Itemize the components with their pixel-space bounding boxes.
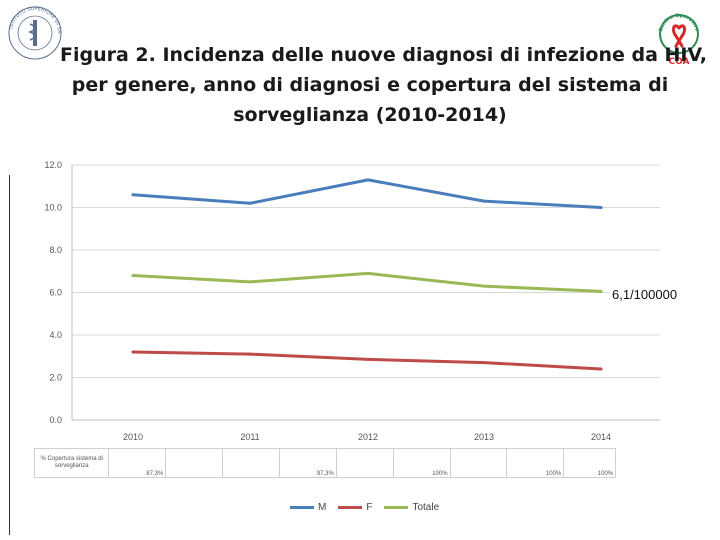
data-point-totale-2010 (131, 274, 135, 277)
data-point-totale-2013 (482, 284, 486, 288)
y-tick-label: 8.0 (49, 245, 62, 255)
legend-swatch (338, 505, 363, 509)
data-point-m-2010 (131, 193, 135, 197)
data-point-f-2010 (131, 350, 135, 354)
x-tick-label: 2010 (123, 432, 143, 442)
figure-title: Figura 2. Incidenza delle nuove diagnosi… (60, 40, 707, 130)
title-line-3: sorveglianza (2010-2014) (233, 104, 507, 126)
data-point-totale-2012 (366, 271, 370, 275)
data-point-f-2013 (482, 361, 486, 365)
y-tick-label: 10.0 (44, 203, 62, 213)
legend-label: M (318, 501, 327, 513)
coverage-2010: 87,3% (108, 448, 167, 478)
title-line-1: Figura 2. Incidenza delle nuove diagnosi… (60, 44, 707, 66)
title-line-2: per genere, anno di diagnosi e copertura… (71, 74, 669, 96)
coa-logo-text: COA (669, 57, 690, 67)
series-line-totale (131, 271, 603, 293)
left-border-line (9, 175, 10, 535)
coa-logo: Centro Operativo AIDS COA (654, 12, 700, 67)
y-tick-label: 4.0 (49, 330, 62, 340)
incidence-line-chart: 0.0 2.0 4.0 6.0 8.0 10.0 12.0 2010 2011 2012 2013 2… (44, 160, 660, 442)
coverage-2012: 100% (392, 448, 451, 478)
y-tick-label: 6.0 (49, 288, 62, 298)
x-tick-label: 2013 (474, 432, 494, 442)
coverage-label: % Copertura sistema di sorveglianza (33, 448, 110, 478)
data-point-totale-2014 (599, 289, 603, 293)
chart-legend: M F Totale (290, 500, 451, 514)
coverage-2013: 100% (506, 448, 565, 478)
y-tick-label: 0.0 (49, 415, 62, 425)
data-point-m-2014 (599, 206, 603, 209)
data-point-m-2012 (366, 178, 370, 182)
data-point-m-2013 (482, 199, 486, 203)
iss-logo: ISTITUTO SUPERIORE DI SANITÀ (6, 4, 62, 60)
data-point-f-2014 (599, 367, 603, 371)
data-point-f-2011 (248, 352, 252, 356)
x-tick-label: 2014 (591, 432, 611, 442)
data-point-totale-2011 (248, 280, 252, 284)
total-rate-annotation: 6,1/100000 (610, 286, 680, 303)
legend-label: F (366, 501, 373, 513)
x-tick-label: 2012 (358, 432, 378, 442)
legend-label: Totale (412, 501, 440, 513)
y-tick-label: 12.0 (44, 160, 62, 170)
coverage-2011: 97,3% (279, 448, 337, 478)
legend-swatch (290, 505, 314, 509)
x-tick-label: 2011 (240, 432, 259, 442)
y-tick-label: 2.0 (49, 373, 62, 383)
data-point-f-2012 (366, 357, 370, 361)
legend-item-totale: Totale (384, 502, 439, 513)
legend-item-m: M (290, 502, 326, 513)
data-point-m-2011 (248, 201, 252, 205)
coverage-2014: 100% (563, 448, 616, 478)
legend-swatch (384, 505, 409, 509)
coverage-table: % Copertura sistema di sorveglianza 87,3… (33, 448, 616, 478)
legend-item-f: F (338, 502, 372, 513)
series-line-m (131, 178, 603, 209)
